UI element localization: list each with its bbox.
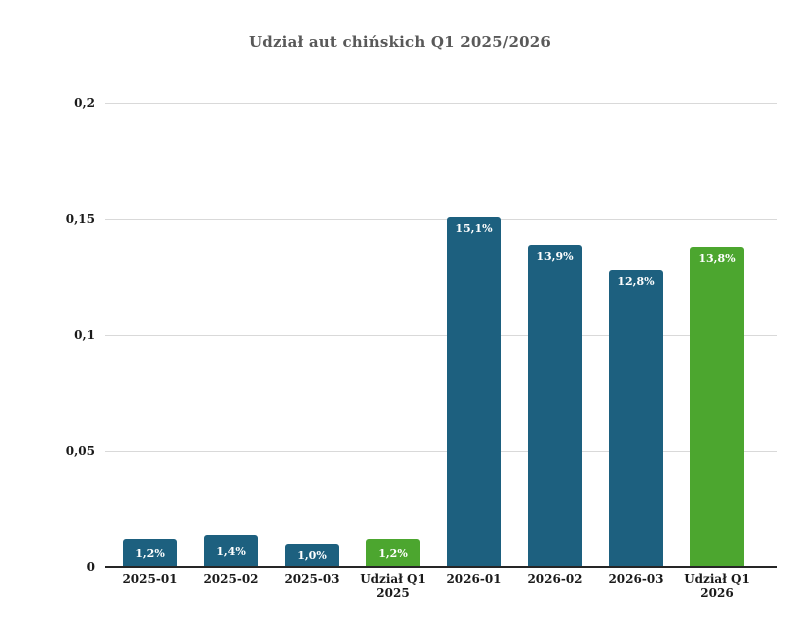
bar-value-label: 13,9% — [536, 250, 574, 263]
x-axis-tick-label: 2025-03 — [284, 572, 340, 586]
bar-2025-02: 1,4% — [204, 535, 258, 567]
bar-value-label: 1,2% — [378, 546, 408, 560]
x-axis-tick-label: 2025-01 — [122, 572, 178, 586]
x-axis-tick-label: 2026-02 — [527, 572, 583, 586]
y-axis-tick-label: 0,05 — [65, 444, 95, 458]
x-axis-line — [105, 566, 777, 568]
bar-value-label: 13,8% — [698, 252, 736, 265]
gridline — [105, 219, 777, 220]
gridline — [105, 335, 777, 336]
bar-value-label: 15,1% — [455, 222, 493, 235]
y-axis-tick-label: 0,2 — [74, 96, 95, 110]
x-axis-tick-label: Udział Q1 2025 — [360, 572, 426, 600]
y-axis-tick-label: 0,15 — [65, 212, 95, 226]
bar-value-label: 1,0% — [297, 549, 327, 562]
bar-value-label: 1,4% — [216, 544, 246, 558]
bar-value-label: 12,8% — [617, 275, 655, 288]
gridline — [105, 451, 777, 452]
x-axis-tick-label: Udział Q1 2026 — [684, 572, 750, 600]
y-axis-tick-label: 0,1 — [74, 328, 95, 342]
gridline — [105, 103, 777, 104]
bar-2026-03: 12,8% — [609, 270, 663, 567]
bar-Udział Q1 2026: 13,8% — [690, 247, 744, 567]
x-axis-tick-label: 2026-03 — [608, 572, 664, 586]
bar-Udział Q1 2025: 1,2% — [366, 539, 420, 567]
bar-2025-03: 1,0% — [285, 544, 339, 567]
x-axis-tick-label: 2026-01 — [446, 572, 502, 586]
bar-2026-01: 15,1% — [447, 217, 501, 567]
bar-2025-01: 1,2% — [123, 539, 177, 567]
x-axis-tick-label: 2025-02 — [203, 572, 259, 586]
y-axis-tick-label: 0 — [86, 560, 95, 574]
chart-title: Udział aut chińskich Q1 2025/2026 — [248, 33, 551, 51]
bar-2026-02: 13,9% — [528, 245, 582, 567]
bar-value-label: 1,2% — [135, 546, 165, 560]
